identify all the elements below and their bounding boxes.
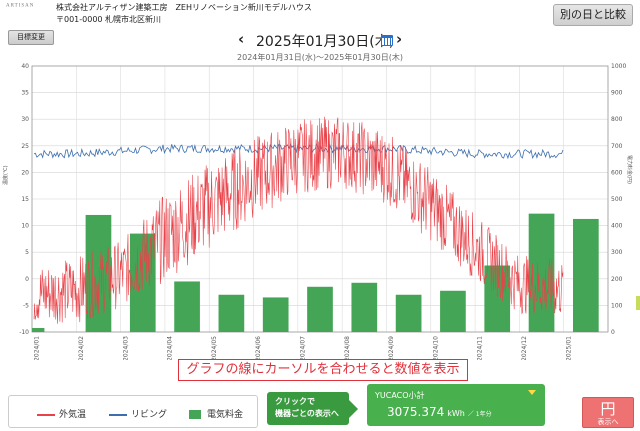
chevron-left-icon[interactable]: ‹ [238,30,245,48]
y-tick-label-left: 15 [21,196,29,203]
x-tick-label: 2025/01 [565,336,572,360]
device-view-button[interactable]: クリックで 機器ごとの表示へ [267,392,358,425]
y-tick-label-left: 10 [21,223,29,230]
legend-item-living[interactable]: リビング [109,407,167,420]
y-tick-label-right: 1000 [611,63,626,70]
x-tick-label: 2024/07 [299,336,306,360]
x-tick-label: 2024/12 [521,336,528,360]
legend-item-electricity[interactable]: 電気料金 [189,407,243,420]
bar[interactable] [351,282,378,332]
y-tick-label-left: 25 [21,143,29,150]
bar[interactable] [32,328,45,332]
y-tick-label-right: 400 [611,223,623,230]
y-tick-label-left: 35 [21,90,29,97]
compare-other-day-button[interactable]: 別の日と比較 [553,4,633,26]
y-tick-label-left: -10 [19,329,29,336]
side-tab[interactable] [636,296,640,310]
y-tick-label-right: 600 [611,169,623,176]
x-tick-label: 2024/06 [255,336,262,360]
series-line-outdoor[interactable] [33,116,564,324]
y-tick-label-right: 500 [611,196,623,203]
legend-item-outdoor[interactable]: 外気温 [37,407,86,420]
legend-swatch [109,413,127,416]
bar[interactable] [262,297,289,332]
y-tick-label-right: 900 [611,90,623,97]
x-tick-label: 2024/03 [122,336,129,360]
y-tick-label-left: 5 [25,249,29,256]
calendar-icon[interactable] [381,35,393,46]
y-tick-label-right: 0 [611,329,615,336]
caret-down-icon[interactable] [528,390,536,395]
yen-display-button[interactable]: 円 表示へ [582,397,634,428]
chart-legend: 外気温 リビング 電気料金 [8,395,258,428]
x-tick-label: 2024/02 [78,336,85,360]
total-summary: YUCACO小計 3075.374 kWh ／ 1年分 [367,384,545,426]
y-tick-label-right: 100 [611,302,623,309]
current-date-title: 2025年01月30日(木) [256,34,395,50]
company-name: 株式会社アルティザン建築工房 ZEHリノベーション新川モデルハウス [56,3,312,12]
company-address: 〒001-0000 札幌市北区新川 [56,15,162,24]
x-tick-label: 2024/09 [388,336,395,360]
x-tick-label: 2024/01 [34,336,41,360]
y-tick-label-right: 200 [611,276,623,283]
bar[interactable] [572,218,599,332]
total-value: 3075.374 kWh ／ 1年分 [387,405,492,419]
y-tick-label-right: 700 [611,143,623,150]
x-tick-label: 2024/08 [344,336,351,360]
bar[interactable] [440,290,466,332]
y-axis-label-right: 電力料金(円) [626,155,632,184]
x-tick-label: 2024/11 [477,336,484,360]
energy-temperature-chart[interactable]: 4035302520151050-5-101000900800700600500… [0,60,640,360]
bar[interactable] [395,294,422,332]
bar[interactable] [174,281,200,332]
x-tick-label: 2024/04 [167,336,174,360]
date-navigator: ‹ 2025年01月30日(木) › [230,30,430,50]
y-tick-label-left: 0 [25,276,29,283]
y-tick-label-left: 30 [21,116,29,123]
y-tick-label-right: 300 [611,249,623,256]
company-logo: ARTISAN [6,3,35,9]
hover-hint: グラフの線にカーソルを合わせると数値を表示 [178,359,468,381]
y-tick-label-right: 800 [611,116,623,123]
legend-swatch [37,413,55,416]
bar[interactable] [307,286,333,332]
change-target-button[interactable]: 目標変更 [8,30,54,45]
company-info: 株式会社アルティザン建築工房 ZEHリノベーション新川モデルハウス 〒001-0… [56,2,312,26]
x-tick-label: 2024/05 [211,336,218,360]
date-range: 2024年01月31日(水)〜2025年01月30日(木) [237,53,403,62]
total-label: YUCACO小計 [375,391,425,400]
y-tick-label-left: 40 [21,63,29,70]
x-tick-label: 2024/10 [432,336,439,360]
y-tick-label-left: -5 [23,302,29,309]
y-axis-label-left: 温度(℃) [3,165,9,185]
legend-swatch [189,410,201,419]
bar[interactable] [218,294,245,332]
chevron-right-icon[interactable]: › [396,30,403,48]
y-tick-label-left: 20 [21,169,29,176]
